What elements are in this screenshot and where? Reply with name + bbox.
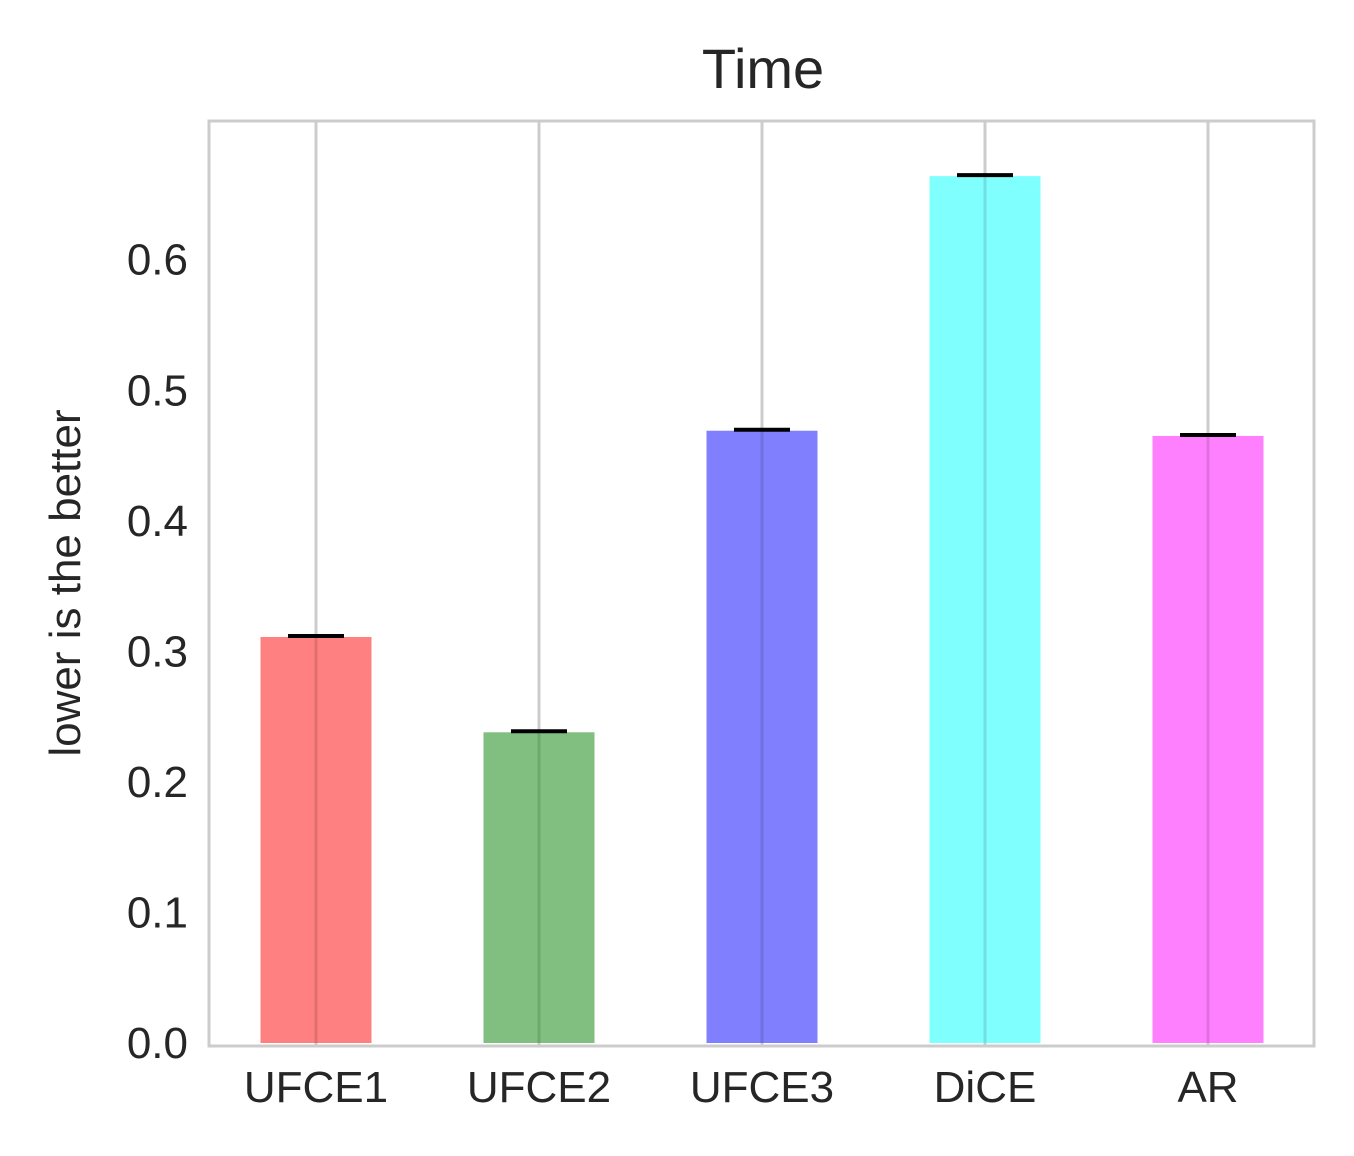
bar-ufce1 bbox=[260, 636, 372, 1043]
y-tick-labels: 0.0 0.1 0.2 0.3 0.4 0.5 0.6 bbox=[127, 236, 188, 1068]
y-tick-label-1: 0.1 bbox=[127, 888, 188, 937]
y-axis-label: lower is the better bbox=[41, 409, 90, 756]
grid-lines-overlay bbox=[314, 176, 1210, 1043]
x-tick-label-ar: AR bbox=[1177, 1063, 1238, 1112]
bar-ar bbox=[1152, 435, 1264, 1043]
x-tick-label-ufce2: UFCE2 bbox=[467, 1063, 611, 1112]
chart-title: Time bbox=[702, 37, 824, 100]
y-tick-label-0: 0.0 bbox=[127, 1019, 188, 1068]
y-tick-label-5: 0.5 bbox=[127, 366, 188, 415]
error-caps bbox=[288, 173, 1236, 734]
bar-dice bbox=[929, 176, 1041, 1043]
y-tick-label-2: 0.2 bbox=[127, 758, 188, 807]
bar-ufce2 bbox=[483, 732, 595, 1043]
y-tick-label-4: 0.4 bbox=[127, 497, 188, 546]
bar-ufce3 bbox=[706, 430, 818, 1044]
bars bbox=[260, 176, 1264, 1044]
x-tick-label-dice: DiCE bbox=[934, 1063, 1037, 1112]
x-tick-label-ufce3: UFCE3 bbox=[690, 1063, 834, 1112]
x-tick-labels: UFCE1 UFCE2 UFCE3 DiCE AR bbox=[244, 1063, 1239, 1112]
y-tick-label-6: 0.6 bbox=[127, 236, 188, 285]
y-tick-label-3: 0.3 bbox=[127, 627, 188, 676]
plot-frame bbox=[207, 119, 1316, 1048]
x-tick-label-ufce1: UFCE1 bbox=[244, 1063, 388, 1112]
